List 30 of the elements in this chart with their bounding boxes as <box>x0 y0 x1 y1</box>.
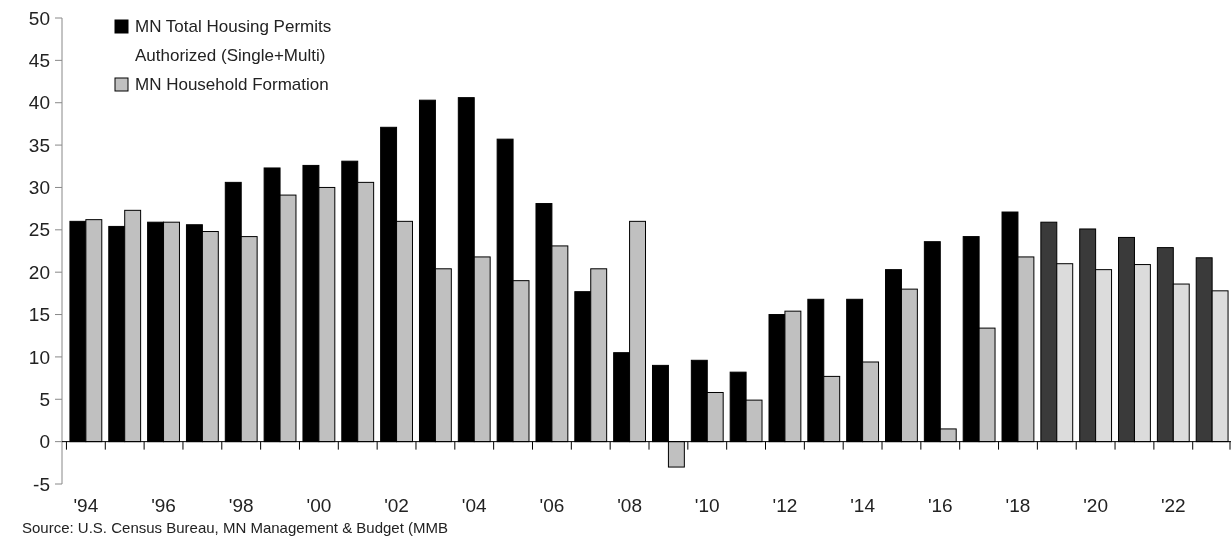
x-tick-label: '18 <box>1005 495 1031 516</box>
y-tick-label: 30 <box>28 177 50 199</box>
x-tick-label: '12 <box>772 495 798 516</box>
y-tick-label: 5 <box>39 388 50 410</box>
x-tick-label: '08 <box>617 495 642 516</box>
x-tick-label: '14 <box>850 495 876 516</box>
y-tick-label: 25 <box>28 219 50 241</box>
x-tick-label: '10 <box>694 495 720 516</box>
x-tick-label: '20 <box>1083 495 1109 516</box>
x-tick-label: '04 <box>461 495 488 516</box>
y-tick-label: 15 <box>28 304 50 326</box>
x-tick-label: '94 <box>73 495 99 516</box>
x-tick-label: '96 <box>151 495 176 516</box>
y-tick-label: 0 <box>39 431 50 453</box>
y-tick-label: 40 <box>28 92 50 114</box>
legend-label: MN Total Housing Permits Authorized (Single+Multi) <box>135 17 332 65</box>
y-tick-label: 45 <box>28 50 50 72</box>
x-tick-label: '00 <box>306 495 332 516</box>
x-tick-label: '06 <box>539 495 565 516</box>
y-tick-label: 10 <box>28 346 50 368</box>
y-tick-label: -5 <box>33 473 50 495</box>
legend-label: MN Household Formation <box>135 75 329 94</box>
y-tick-label: 50 <box>28 7 50 29</box>
y-tick-label: 35 <box>28 134 50 156</box>
x-tick-label: '16 <box>927 495 953 516</box>
x-tick-label: '22 <box>1160 495 1186 516</box>
x-tick-label: '02 <box>384 495 409 516</box>
x-tick-label: '98 <box>228 495 254 516</box>
y-tick-label: 20 <box>28 261 50 283</box>
source-note: Source: U.S. Census Bureau, MN Management & Budget (MMB <box>22 519 449 536</box>
